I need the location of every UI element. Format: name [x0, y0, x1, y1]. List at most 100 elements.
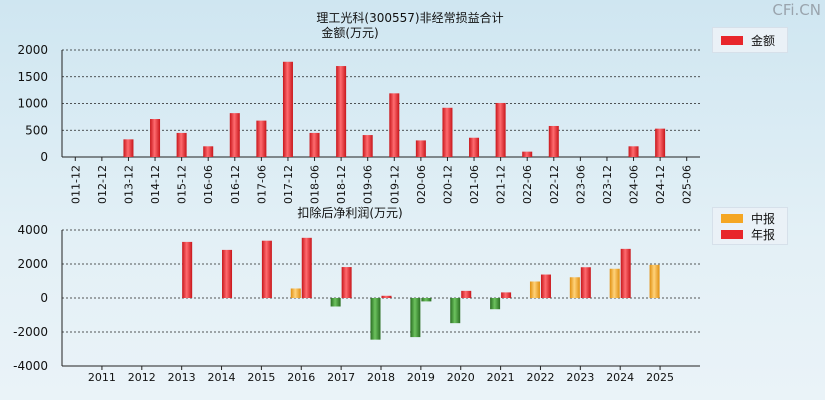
- top-chart-ylabel: 金额(万元): [321, 25, 378, 40]
- legend-label-annual: 年报: [751, 227, 776, 242]
- bottom-xtick-label: 2018: [367, 371, 395, 384]
- bottom-bar-annual: [421, 298, 432, 302]
- legend-label-interim: 中报: [751, 211, 776, 226]
- bottom-bar-interim: [290, 288, 301, 298]
- top-xtick-label: 2020-12: [441, 165, 454, 205]
- top-bar: [150, 119, 161, 157]
- bottom-bar-interim: [609, 268, 620, 298]
- bottom-bar-annual: [540, 274, 551, 298]
- legend-swatch-interim: [721, 213, 743, 223]
- bottom-bar-annual: [182, 241, 193, 298]
- bottom-xtick-label: 2024: [606, 371, 634, 384]
- bottom-bar-annual: [301, 237, 312, 298]
- bottom-ytick-label: 0: [40, 291, 48, 305]
- legend-swatch-amount: [721, 35, 743, 45]
- top-bar: [123, 139, 134, 157]
- bottom-xtick-label: 2019: [407, 371, 435, 384]
- legend-item-annual: 年报: [713, 227, 787, 242]
- legend-swatch-annual: [721, 229, 743, 239]
- bottom-bar-annual: [501, 292, 512, 298]
- top-ytick-label: 500: [25, 123, 48, 137]
- top-bar: [442, 107, 453, 157]
- top-xtick-label: 2016-12: [229, 165, 242, 205]
- top-xtick-label: 2016-06: [202, 165, 215, 205]
- bottom-bar-annual: [341, 267, 352, 298]
- top-bar: [309, 132, 320, 157]
- bottom-bar-interim: [649, 264, 660, 298]
- top-xtick-label: 2024-06: [628, 165, 641, 205]
- bottom-bar-annual: [620, 248, 631, 298]
- bottom-bar-chart: 扣除后净利润(万元) -4000 -2000 0 2000 4000 2011 2012 20…: [13, 205, 700, 384]
- bottom-bar-interim: [569, 277, 580, 298]
- top-bar: [362, 135, 373, 157]
- top-xtick-label: 2022-12: [548, 165, 561, 205]
- top-xtick-label: 2023-12: [601, 165, 614, 205]
- top-xtick-label: 2017-12: [282, 165, 295, 205]
- top-xtick-label: 2018-06: [309, 165, 322, 205]
- watermark: CFi.CN: [772, 1, 821, 19]
- bottom-bar-annual: [222, 249, 233, 298]
- top-xtick-label: 2021-06: [468, 165, 481, 205]
- top-bar: [282, 61, 293, 157]
- top-ytick-label: 2000: [17, 43, 48, 57]
- bottom-ytick-label: 4000: [17, 223, 48, 237]
- top-bar: [176, 132, 187, 157]
- top-ytick-label: 1500: [17, 70, 48, 84]
- legend-label-amount: 金额: [751, 33, 776, 48]
- bottom-ytick-label: 2000: [17, 257, 48, 271]
- bottom-xtick-label: 2025: [646, 371, 674, 384]
- top-bar: [495, 102, 506, 157]
- bottom-bar-interim: [450, 298, 461, 324]
- bottom-bar-annual: [381, 295, 392, 298]
- bottom-ytick-label: -4000: [13, 359, 48, 373]
- top-xtick-label: 2022-06: [521, 165, 534, 205]
- bottom-xtick-label: 2012: [128, 371, 156, 384]
- top-xtick-label: 2018-12: [335, 165, 348, 205]
- bottom-xtick-label: 2011: [88, 371, 116, 384]
- top-xtick-label: 2019-06: [362, 165, 375, 205]
- top-chart-title: 理工光科(300557)非经常损益合计: [316, 10, 503, 25]
- top-bar: [415, 140, 426, 157]
- bottom-xtick-label: 2020: [447, 371, 475, 384]
- bottom-xtick-label: 2016: [287, 371, 315, 384]
- legend-item-interim: 中报: [713, 211, 787, 226]
- top-bar: [336, 66, 347, 157]
- top-xtick-label: 2021-12: [495, 165, 508, 205]
- top-bar: [522, 151, 533, 157]
- top-bar: [389, 93, 400, 157]
- top-xtick-label: 2013-12: [122, 165, 135, 205]
- bottom-xtick-label: 2014: [208, 371, 236, 384]
- top-bar: [655, 128, 666, 157]
- bottom-bar-interim: [410, 298, 421, 338]
- top-bar-chart: 理工光科(300557)非经常损益合计 金额(万元) 0 500 1000 1500 2…: [17, 10, 700, 205]
- top-bar: [203, 146, 214, 157]
- top-bar: [229, 113, 240, 157]
- bottom-bar-interim: [490, 298, 501, 310]
- top-bar: [469, 137, 480, 157]
- top-legend: 金额: [712, 27, 788, 53]
- top-xtick-label: 2015-12: [176, 165, 189, 205]
- bottom-bar-interim: [529, 281, 540, 298]
- top-bar: [548, 125, 559, 157]
- top-ytick-label: 0: [40, 150, 48, 164]
- top-xtick-label: 2014-12: [149, 165, 162, 205]
- top-bar: [256, 120, 267, 157]
- bottom-bar-interim: [370, 298, 381, 340]
- top-xtick-label: 2019-12: [388, 165, 401, 205]
- bottom-xtick-label: 2023: [566, 371, 594, 384]
- bottom-xtick-label: 2021: [487, 371, 515, 384]
- top-ytick-label: 1000: [17, 97, 48, 111]
- top-xtick-label: 2024-12: [654, 165, 667, 205]
- bottom-ytick-label: -2000: [13, 325, 48, 339]
- bottom-xtick-label: 2013: [168, 371, 196, 384]
- bottom-xtick-label: 2022: [526, 371, 554, 384]
- top-xtick-label: 2023-06: [574, 165, 587, 205]
- top-xtick-label: 2017-06: [255, 165, 268, 205]
- bottom-bar-annual: [580, 267, 591, 298]
- bottom-xtick-label: 2015: [247, 371, 275, 384]
- bottom-bar-annual: [261, 240, 272, 298]
- top-bar: [628, 146, 639, 157]
- top-xtick-label: 2025-06: [681, 165, 694, 205]
- top-xtick-label: 2012-12: [96, 165, 109, 205]
